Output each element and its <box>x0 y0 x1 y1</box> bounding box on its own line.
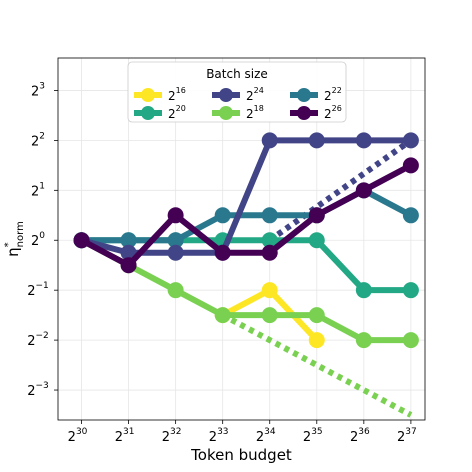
data-point <box>355 332 372 349</box>
data-point <box>308 232 325 249</box>
data-point <box>261 132 278 149</box>
x-tick-label: 233 <box>209 427 229 445</box>
data-point <box>261 207 278 224</box>
legend-swatch-marker <box>141 106 155 120</box>
data-point <box>214 244 231 261</box>
legend-label: 216 <box>168 86 186 103</box>
legend-swatch-marker <box>141 88 155 102</box>
series-lines <box>73 132 419 349</box>
legend-label: 220 <box>168 104 186 121</box>
x-tick-label: 232 <box>162 427 182 445</box>
data-point <box>308 132 325 149</box>
data-point <box>167 282 184 299</box>
data-point <box>214 307 231 324</box>
data-point <box>308 307 325 324</box>
legend-title: Batch size <box>206 67 268 81</box>
legend-label: 224 <box>246 86 264 103</box>
x-tick-label: 234 <box>256 427 276 445</box>
legend-label: 218 <box>246 104 264 121</box>
plot-frame <box>57 57 426 421</box>
x-tick-label: 235 <box>303 427 323 445</box>
legend-label: 226 <box>324 104 342 121</box>
data-point <box>355 132 372 149</box>
y-axis-ticks: 23 22 21 20 2−1 2−2 2−3 <box>27 81 58 399</box>
x-axis-label: Token budget <box>190 446 292 464</box>
legend-swatch-marker <box>219 106 233 120</box>
y-tick-label: 20 <box>31 231 45 249</box>
data-point <box>261 307 278 324</box>
data-point <box>402 282 419 299</box>
data-point <box>167 207 184 224</box>
data-point <box>261 244 278 261</box>
y-tick-label: 2−2 <box>27 331 49 349</box>
y-tick-label: 22 <box>31 131 45 149</box>
x-tick-label: 236 <box>350 427 370 445</box>
series-line <box>80 162 413 269</box>
extrapolation-lines <box>221 137 413 418</box>
data-point <box>120 232 137 249</box>
data-point <box>73 232 90 249</box>
y-tick-label: 2−3 <box>27 381 49 399</box>
data-point <box>120 257 137 274</box>
data-point <box>308 332 325 349</box>
legend-swatch-marker <box>219 88 233 102</box>
y-tick-label: 2−1 <box>27 281 49 299</box>
data-point <box>261 232 278 249</box>
legend-label: 222 <box>324 86 342 103</box>
x-tick-label: 231 <box>115 427 135 445</box>
data-point <box>308 207 325 224</box>
data-point <box>402 157 419 174</box>
x-axis-ticks: 230 231 232 233 234 235 236 237 <box>68 420 417 445</box>
legend-swatch-marker <box>297 106 311 120</box>
data-point <box>167 244 184 261</box>
x-tick-label: 237 <box>397 427 417 445</box>
data-point <box>214 207 231 224</box>
data-point <box>167 232 184 249</box>
extrapolation-line <box>267 137 413 243</box>
data-point <box>355 282 372 299</box>
series-line <box>80 237 411 344</box>
y-tick-label: 21 <box>31 181 45 199</box>
x-tick-label: 230 <box>68 427 88 445</box>
legend-swatch-marker <box>297 88 311 102</box>
y-axis-label: η*norm <box>3 221 26 257</box>
data-point <box>355 182 372 199</box>
data-point <box>261 282 278 299</box>
data-point <box>402 332 419 349</box>
data-point <box>402 132 419 149</box>
data-point <box>402 207 419 224</box>
y-tick-label: 23 <box>31 81 45 99</box>
